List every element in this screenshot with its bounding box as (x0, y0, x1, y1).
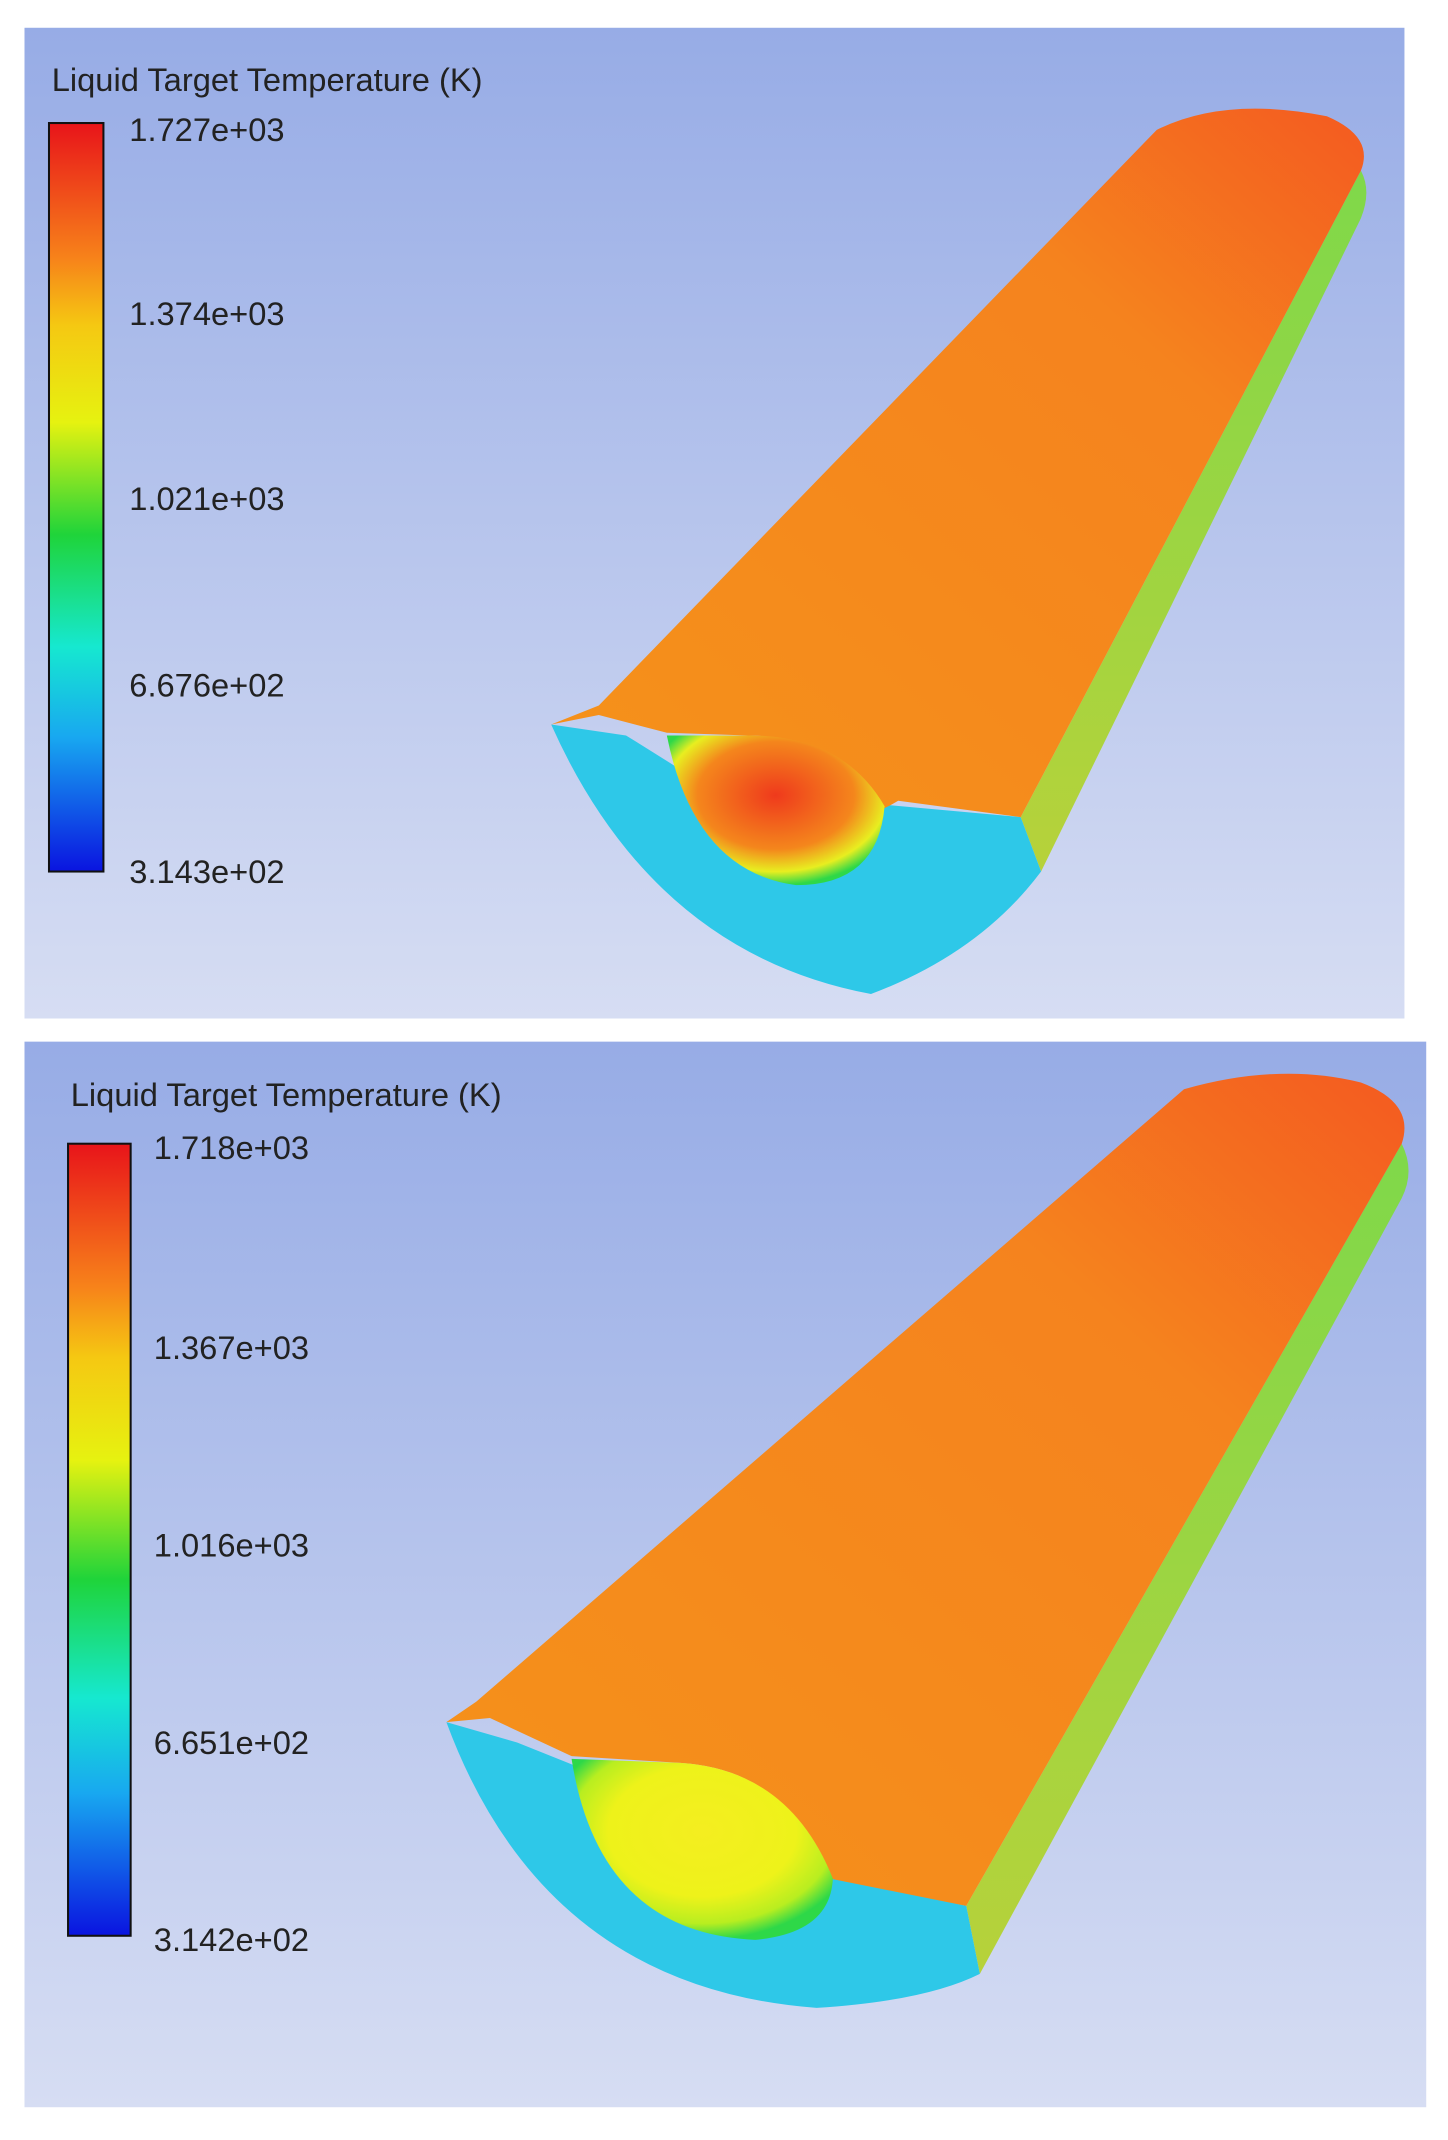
color-bar (67, 1142, 132, 1937)
legend-label: 3.142e+02 (154, 1921, 309, 1958)
legend-title: Liquid Target Temperature (K) (71, 1076, 502, 1113)
legend-label: 1.367e+03 (154, 1329, 309, 1366)
legend-label: 1.016e+03 (154, 1527, 309, 1564)
legend-title: Liquid Target Temperature (K) (52, 61, 483, 98)
contour-object (551, 108, 1367, 995)
contour-object (446, 1073, 1409, 2008)
legend-label: 1.374e+03 (129, 295, 284, 332)
color-bar (47, 122, 105, 873)
legend-label: 3.143e+02 (129, 853, 284, 890)
legend-label: 1.021e+03 (129, 480, 284, 517)
legend-label: 6.676e+02 (129, 666, 284, 703)
legend-label: 1.718e+03 (154, 1129, 309, 1166)
legend-label: 1.727e+03 (129, 111, 284, 148)
legend-label: 6.651e+02 (154, 1724, 309, 1761)
